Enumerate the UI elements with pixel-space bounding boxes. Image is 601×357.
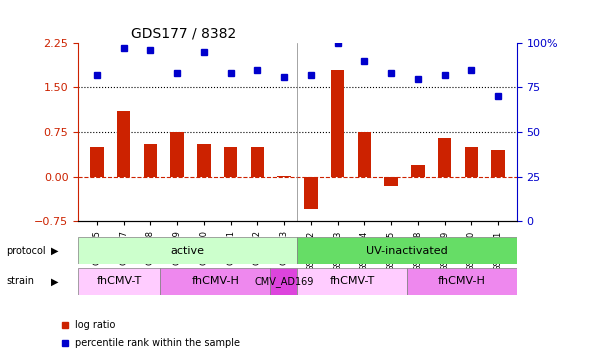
Bar	[251, 147, 264, 177]
Text: fhCMV-T: fhCMV-T	[330, 276, 375, 286]
Bar	[144, 144, 157, 177]
Text: ▶: ▶	[51, 246, 58, 256]
Text: GDS177 / 8382: GDS177 / 8382	[131, 26, 236, 40]
Bar	[171, 132, 184, 177]
FancyBboxPatch shape	[270, 268, 297, 295]
Text: ▶: ▶	[51, 276, 58, 286]
Bar	[117, 111, 130, 177]
Text: CMV_AD169: CMV_AD169	[254, 276, 314, 287]
Text: fhCMV-H: fhCMV-H	[191, 276, 239, 286]
FancyBboxPatch shape	[78, 237, 297, 264]
Text: fhCMV-H: fhCMV-H	[438, 276, 486, 286]
Bar	[438, 138, 451, 177]
Text: log ratio: log ratio	[76, 320, 116, 330]
Bar	[385, 177, 398, 186]
Bar	[278, 176, 291, 177]
Text: UV-inactivated: UV-inactivated	[366, 246, 448, 256]
FancyBboxPatch shape	[297, 268, 407, 295]
FancyBboxPatch shape	[78, 268, 160, 295]
Bar	[465, 147, 478, 177]
Bar	[492, 150, 505, 177]
FancyBboxPatch shape	[297, 237, 517, 264]
Text: active: active	[171, 246, 205, 256]
Text: strain: strain	[6, 276, 34, 286]
FancyBboxPatch shape	[407, 268, 517, 295]
Text: percentile rank within the sample: percentile rank within the sample	[76, 338, 240, 348]
Bar	[90, 147, 103, 177]
Bar	[411, 165, 424, 177]
Bar	[304, 177, 317, 210]
Bar	[331, 70, 344, 177]
Bar	[224, 147, 237, 177]
Text: protocol: protocol	[6, 246, 46, 256]
Text: fhCMV-T: fhCMV-T	[97, 276, 142, 286]
Bar	[358, 132, 371, 177]
FancyBboxPatch shape	[160, 268, 270, 295]
Bar	[197, 144, 210, 177]
